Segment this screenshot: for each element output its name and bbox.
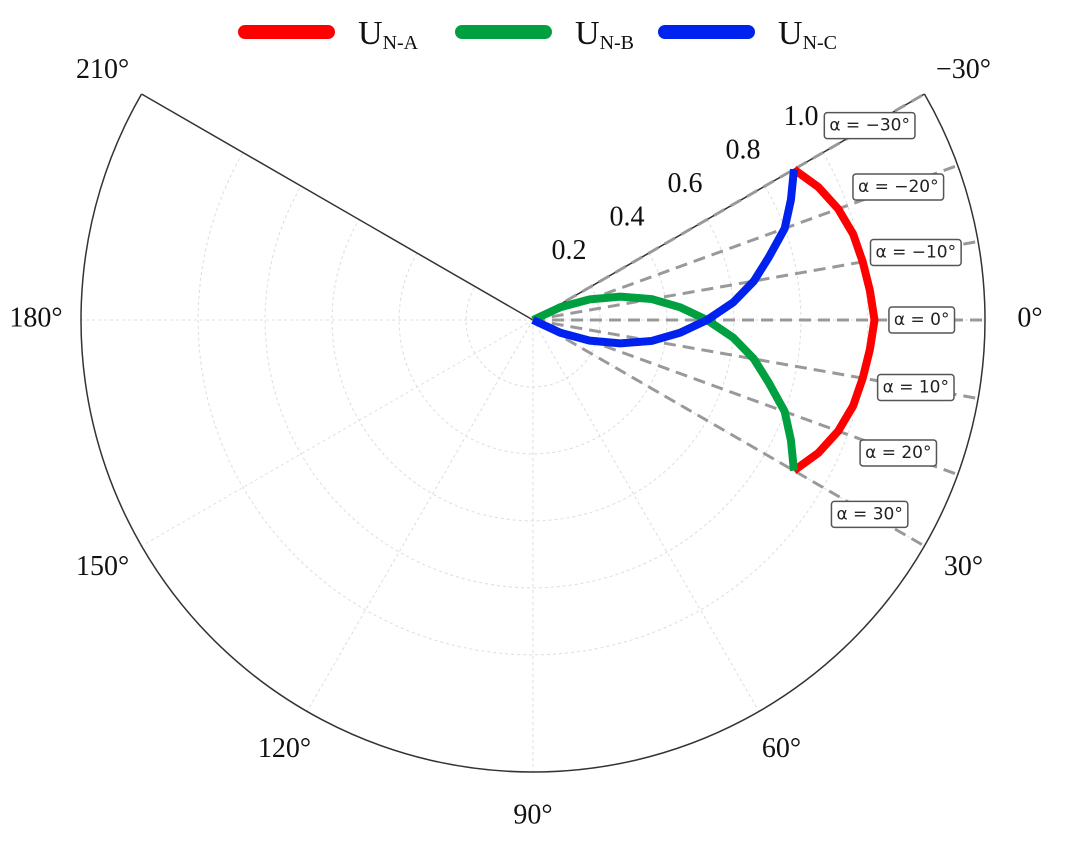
r-tick-label: 0.6 [667,168,702,199]
legend-label: UN-B [575,15,634,54]
sector-edge [141,93,534,321]
r-tick-label: 0.4 [609,201,644,232]
alpha-annotation: α = −30° [823,111,916,140]
r-tick-label: 1.0 [783,101,818,132]
annotation-text: α = −20° [858,177,939,197]
annotation-box [823,111,916,140]
series-line [531,292,798,472]
theta-tick-label: −30° [936,54,991,85]
series-line [531,168,798,348]
annotation-box [869,238,962,267]
theta-tick-label: 90° [513,799,552,830]
alpha-annotation: α = 20° [859,439,938,467]
alpha-annotation: α = 30° [830,500,909,529]
annotation-box [888,306,956,334]
alpha-annotation: α = 0° [888,306,956,334]
theta-tick-label: 210° [76,54,129,85]
r-grid-line [264,185,802,589]
theta-tick-label: 150° [76,551,129,582]
annotation-box [859,439,938,467]
theta-tick-label: 30° [944,551,983,582]
annotation-box [876,373,955,402]
annotation-text: α = 0° [894,310,950,330]
annotation-box [830,500,909,529]
legend-label: UN-C [778,15,837,54]
theta-tick-label: 60° [762,733,801,764]
alpha-annotation: α = −10° [869,238,962,267]
legend-label: UN-A [358,15,419,54]
outer-rim [80,93,986,773]
theta-tick-label: 180° [9,302,62,333]
r-tick-label: 0.8 [725,134,760,165]
theta-tick-label: 120° [258,733,311,764]
annotation-text: α = −10° [875,242,956,262]
theta-grid-line [306,319,534,712]
annotation-text: α = 20° [865,443,931,463]
annotation-text: α = 30° [836,504,902,524]
annotation-text: α = −30° [829,116,910,136]
series-line [791,166,879,474]
alpha-annotation: α = −20° [852,173,945,201]
annotation-box [852,173,945,201]
theta-tick-label: 0° [1017,302,1042,333]
annotation-text: α = 10° [883,378,949,398]
alpha-annotation: α = 10° [876,373,955,402]
r-tick-label: 0.2 [551,235,586,266]
